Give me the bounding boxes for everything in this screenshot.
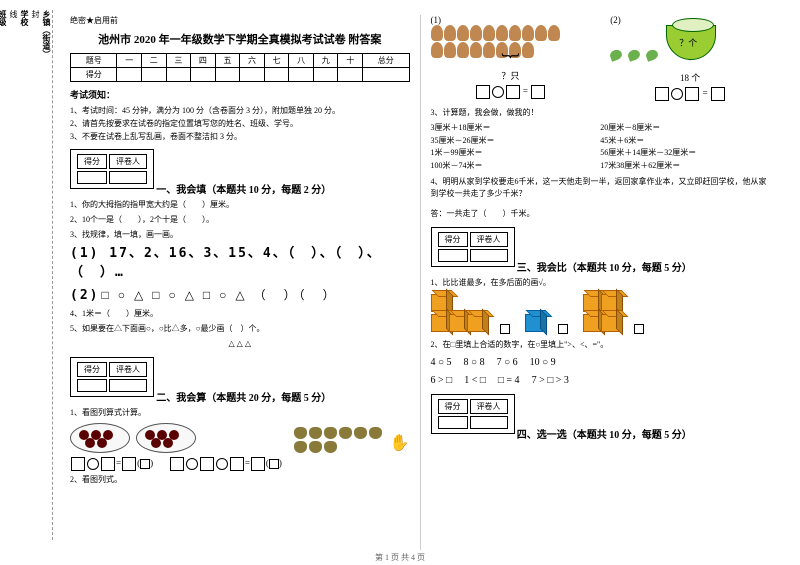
q3-2: 2、在□里填上合适的数字，在○里填上">、<、="。 (431, 339, 771, 351)
score-box: 得分评卷人 (70, 149, 154, 189)
frog-figure (294, 427, 384, 453)
notice-item: 3、不要在试卷上乱写乱画，卷面不整洁扣 3 分。 (70, 131, 410, 142)
bind-mark: 线 (8, 10, 19, 540)
q1-2: 2、10个一是（ ），2个十是（ ）。 (70, 214, 410, 226)
notice-header: 考试须知： (70, 88, 410, 101)
q-word-problem: 4、明明从家到学校要走6千米，这一天他走到一半，返回家拿作业本，又立即赶回学校，… (431, 176, 771, 200)
count-label: ？只 (431, 69, 591, 82)
q3-1: 1、比比谁最多，在多后面的画√。 (431, 277, 771, 289)
cube-figure (431, 294, 771, 334)
apple-figure: ✋ (70, 423, 410, 453)
q1-3: 3、找规律，填一填，画一画。 (70, 229, 410, 241)
section-2-head: 二、我会算（本题共 20 分，每题 5 分） (156, 393, 331, 404)
q2-2: 2、看图列式。 (70, 474, 410, 486)
pattern-1: (1) 17、2、16、3、15、4、（ ）、（ ）、（ ）… (70, 244, 410, 283)
score-table: 题号一二三四五六七八九十总分 得分 (70, 53, 410, 82)
bind-lbl: 乡镇（街道） (41, 10, 52, 58)
notice-item: 2、请首先按要求在试卷的指定位置填写您的姓名、班级、学号。 (70, 118, 410, 129)
peach-figure (610, 50, 658, 60)
equation-boxes: =() =() (70, 457, 410, 471)
brace-icon: ︸ (431, 58, 591, 69)
section-1-head: 一、我会填（本题共 10 分，每题 2 分） (156, 185, 331, 196)
secret-label: 绝密★启用前 (70, 15, 410, 26)
notice-item: 1、考试时间：45 分钟，满分为 100 分（含卷面分 3 分），附加题单独 2… (70, 105, 410, 116)
calc-block: 3厘米＋18厘米＝20厘米－8厘米＝ 35厘米－26厘米＝45米＋6米＝ 1米－… (431, 122, 771, 173)
calc-head: 3、计算题，我会做，做我的！ (431, 107, 771, 119)
page-footer: 第 1 页 共 4 页 (0, 552, 800, 563)
q1-5: 5、如果要在△下面画○，○比△多，○最少画（ ）个。 (70, 323, 410, 335)
score-box: 得分评卷人 (431, 394, 515, 434)
compare-row: 6 > □1 < □□ = 47 > □ > 3 (431, 372, 771, 390)
answer-line: 答：一共走了（ ）千米。 (431, 208, 771, 220)
triangles: △ △ △ (70, 338, 410, 350)
fig-label-1: (1) (431, 15, 591, 25)
bind-lbl: 班级 (0, 10, 8, 26)
score-box: 得分评卷人 (70, 357, 154, 397)
bind-mark: 封 (30, 10, 41, 540)
q2-1: 1、看图列算式计算。 (70, 407, 410, 419)
bowl-figure: ？个 (666, 25, 716, 60)
brace-icon: ︸ (610, 60, 770, 71)
count-label: 18 个 (610, 71, 770, 84)
bind-lbl: 学校 (19, 10, 30, 26)
exam-title: 池州市 2020 年一年级数学下学期全真模拟考试试卷 附答案 (70, 31, 410, 47)
section-3-head: 三、我会比（本题共 10 分，每题 5 分） (517, 263, 692, 274)
q1-4: 4、1米＝（ ）厘米。 (70, 308, 410, 320)
section-4-head: 四、选一选（本题共 10 分，每题 5 分） (517, 430, 692, 441)
binding-column: 乡镇（街道） 封 学校 线 班级 内 姓名 答 学号 题 (8, 10, 53, 540)
pattern-2: □ ○ △ □ ○ △ □ ○ △ （ ）（ ） (101, 288, 337, 302)
score-box: 得分评卷人 (431, 227, 515, 267)
compare-row: 4 ○ 58 ○ 87 ○ 610 ○ 9 (431, 354, 771, 372)
q1-1: 1、你的大拇指的指甲宽大约是（ ）厘米。 (70, 199, 410, 211)
